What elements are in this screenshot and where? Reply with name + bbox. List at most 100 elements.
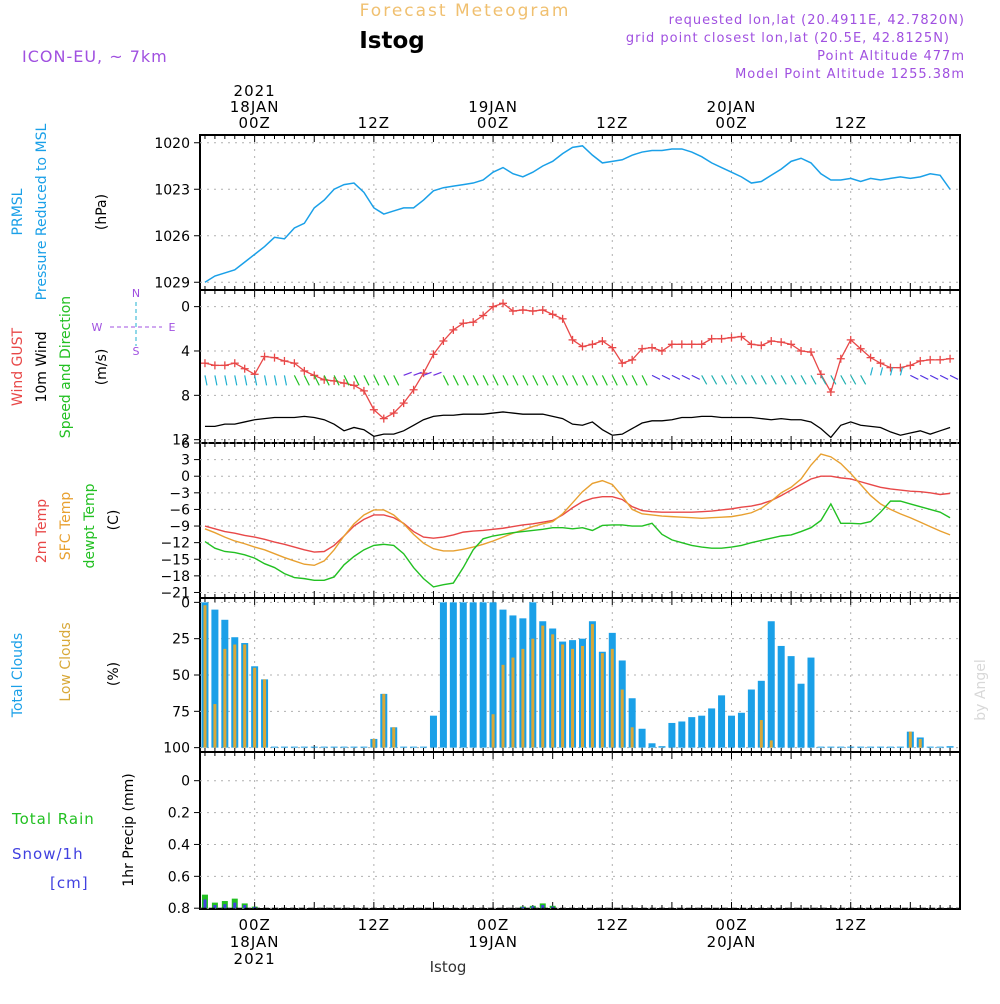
wind-speed-dir-label: Speed and Direction xyxy=(58,296,74,438)
pressure-label-msl: Pressure Reduced to MSL xyxy=(34,123,50,300)
wind-direction-arrow xyxy=(502,375,509,386)
wind-direction-arrow xyxy=(929,374,939,380)
snow-bar xyxy=(531,906,535,909)
low-cloud-bar xyxy=(580,645,584,748)
wind-direction-arrow xyxy=(800,375,807,385)
total-cloud-bar xyxy=(867,746,875,748)
total-cloud-bar xyxy=(211,609,219,748)
total-cloud-bar xyxy=(708,708,716,748)
wind-direction-arrow xyxy=(870,367,874,376)
low-cloud-bar xyxy=(630,727,634,748)
time-label-bottom: 18JAN xyxy=(230,933,280,951)
panels: 1029 1026 1023 1020 PRMSL Pressure Reduced to… xyxy=(10,82,961,968)
time-label-top: 18JAN xyxy=(230,98,280,116)
wind-gust-label: Wind GUST xyxy=(10,327,26,406)
pressure-line xyxy=(204,145,951,283)
total-cloud-bar xyxy=(718,695,726,748)
low-cloud-bar xyxy=(501,664,505,748)
wind-direction-arrow xyxy=(512,375,519,386)
low-cloud-bar xyxy=(203,605,207,748)
wind-ytick-label: 12 xyxy=(172,433,190,449)
total-cloud-bar xyxy=(320,746,328,748)
precip-frame xyxy=(199,751,961,910)
wind-direction-arrow xyxy=(939,374,949,380)
wind-direction-arrow xyxy=(910,374,919,380)
wind-direction-arrow xyxy=(214,375,218,386)
wind-direction-arrow xyxy=(790,375,797,385)
snow-unit-label: [cm] xyxy=(50,874,89,892)
snow-label: Snow/1h xyxy=(12,845,84,863)
wind-direction-arrow xyxy=(770,375,777,385)
point-altitude: Point Altitude 477m xyxy=(817,49,965,64)
compass-south: S xyxy=(133,345,140,358)
total-cloud-bar xyxy=(877,746,885,748)
total-cloud-bar xyxy=(330,746,338,748)
wind-direction-arrow xyxy=(641,375,648,386)
snow-bar xyxy=(203,899,207,909)
wind-direction-arrow xyxy=(542,375,549,386)
low-cloud-bar xyxy=(590,624,594,748)
total-cloud-bar xyxy=(310,746,318,748)
time-label-top: 00Z xyxy=(715,114,747,132)
location-title: Istog xyxy=(359,28,425,54)
wind-direction-arrow xyxy=(333,375,340,386)
total-cloud-bar xyxy=(787,656,795,748)
total-cloud-bar xyxy=(271,746,279,748)
temp-unit: (C) xyxy=(106,510,122,531)
total-cloud-bar xyxy=(360,746,368,748)
total-cloud-bar xyxy=(648,743,656,748)
total-cloud-bar xyxy=(857,746,865,748)
wind-direction-arrow xyxy=(283,375,288,386)
time-label-top: 00Z xyxy=(477,114,509,132)
low-cloud-bar xyxy=(392,727,396,748)
wind-direction-arrow xyxy=(293,375,300,386)
total-cloud-bar xyxy=(807,657,815,748)
time-label-bottom: 00Z xyxy=(715,916,747,934)
wind-ytick-label: 4 xyxy=(181,344,190,360)
temperature-ytick-label: 0 xyxy=(181,469,190,485)
temp-line-2 xyxy=(204,500,951,588)
wind-direction-arrow xyxy=(730,375,738,385)
total-cloud-bar xyxy=(946,746,954,748)
wind-direction-arrow xyxy=(611,375,618,386)
wind-direction-arrow xyxy=(353,375,360,386)
total-cloud-bar xyxy=(777,645,785,748)
wind-direction-arrow xyxy=(383,375,390,386)
total-cloud-bar xyxy=(429,715,437,748)
time-label-bottom: 00Z xyxy=(477,916,509,934)
total-clouds-label: Total Clouds xyxy=(10,633,26,718)
wind-direction-arrow xyxy=(820,375,827,385)
wind-direction-arrow xyxy=(701,375,708,385)
temperature-ytick-label: −9 xyxy=(169,519,190,535)
wind-direction-arrow xyxy=(442,375,449,386)
compass-west: W xyxy=(92,321,103,334)
low-cloud-bar xyxy=(571,648,575,748)
snow-bar xyxy=(541,905,545,909)
clouds-ytick-label: 25 xyxy=(172,632,190,648)
wind-direction-arrow xyxy=(244,375,248,386)
footer-location: Istog xyxy=(430,958,467,976)
low-cloud-bar xyxy=(541,625,545,748)
wind-direction-arrow xyxy=(949,374,959,380)
total-cloud-bar xyxy=(449,602,457,748)
wind-direction-arrow xyxy=(919,374,929,380)
wind-direction-arrow xyxy=(472,375,479,386)
total-cloud-bar xyxy=(678,721,686,748)
precip-ytick-label: 0.2 xyxy=(168,806,190,822)
wind-direction-arrow xyxy=(879,367,884,376)
total-cloud-bar xyxy=(420,746,428,748)
clouds-ytick-label: 50 xyxy=(172,668,190,684)
wind-line xyxy=(204,411,951,439)
low-cloud-bar xyxy=(253,667,257,748)
total-cloud-bar xyxy=(698,715,706,748)
wind-direction-arrow xyxy=(621,375,628,386)
temp-line-1 xyxy=(204,453,951,567)
model-altitude: Model Point Altitude 1255.38m xyxy=(735,67,965,82)
total-cloud-bar xyxy=(479,602,487,748)
total-cloud-bar xyxy=(668,722,676,748)
temperature-frame xyxy=(199,442,961,599)
wind-direction-arrow xyxy=(343,375,350,386)
temperature-ytick-label: −6 xyxy=(169,502,190,518)
total-cloud-bar xyxy=(290,746,298,748)
